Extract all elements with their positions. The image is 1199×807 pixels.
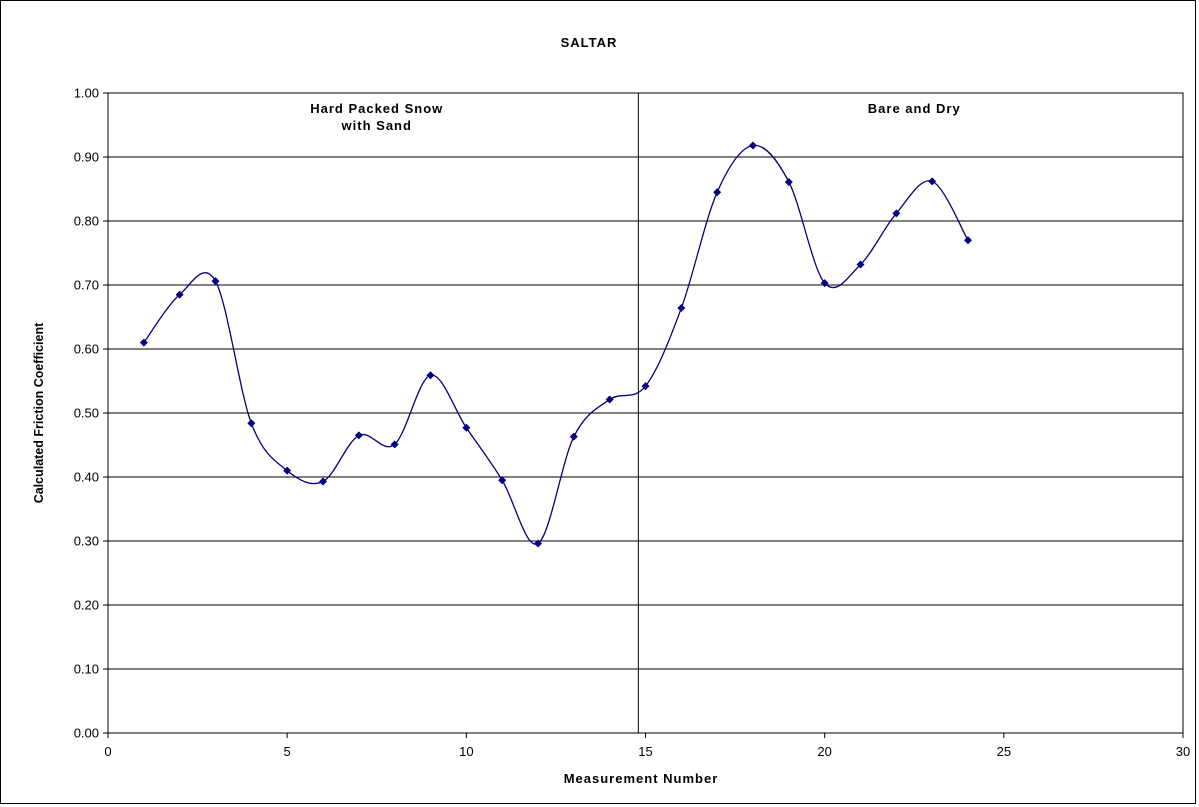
data-point (605, 395, 614, 404)
data-point (283, 466, 292, 475)
gridlines (108, 92, 1183, 734)
condition-annotation: Bare and Dry (868, 101, 961, 116)
data-point (856, 260, 865, 269)
chart-title: SALTAR (561, 35, 618, 50)
axes: 0.00 0.10 0.20 0.30 0.40 0.50 0.60 0.70 0.80 0.90… (74, 86, 1191, 760)
y-tick-label: 0.70 (74, 278, 99, 293)
x-tick-label: 0 (104, 744, 111, 759)
series (139, 141, 972, 548)
data-point (928, 177, 937, 186)
x-tick-label: 30 (1176, 744, 1190, 759)
data-point (462, 423, 471, 432)
data-point (426, 371, 435, 380)
data-point (784, 177, 793, 186)
y-tick-label: 0.60 (74, 342, 99, 357)
y-tick-label: 0.00 (74, 726, 99, 741)
data-point (534, 539, 542, 548)
y-tick-label: 0.10 (74, 662, 99, 677)
data-point (820, 279, 829, 288)
data-point (569, 432, 578, 441)
data-point (319, 477, 327, 486)
data-point (749, 141, 757, 150)
y-axis-label: Calculated Friction Coefficient (32, 322, 46, 503)
data-point (247, 419, 256, 428)
series-line (143, 144, 969, 545)
data-point (390, 440, 399, 449)
x-tick-label: 15 (638, 744, 652, 759)
annotations: Hard Packed Snow with Sand Bare and Dry (310, 101, 961, 133)
y-tick-label: 0.40 (74, 470, 99, 485)
condition-annotation: Hard Packed Snow with Sand (310, 101, 443, 133)
y-tick-label: 1.00 (74, 86, 99, 101)
x-tick-label: 20 (817, 744, 831, 759)
data-point (964, 236, 972, 245)
y-tick-label: 0.90 (74, 150, 99, 165)
data-point (892, 209, 901, 218)
x-axis-label: Measurement Number (564, 771, 719, 786)
data-point (175, 290, 184, 299)
y-tick-label: 0.30 (74, 534, 99, 549)
y-tick-label: 0.50 (74, 406, 99, 421)
data-point (354, 431, 363, 440)
y-tick-label: 0.20 (74, 598, 99, 613)
data-point (498, 476, 507, 485)
data-point (211, 277, 220, 286)
data-point (641, 382, 650, 391)
x-tick-label: 10 (459, 744, 473, 759)
data-point (713, 188, 722, 197)
data-point (677, 304, 686, 313)
data-point (139, 338, 148, 347)
x-tick-label: 25 (997, 744, 1011, 759)
y-tick-label: 0.80 (74, 214, 99, 229)
x-tick-label: 5 (284, 744, 291, 759)
